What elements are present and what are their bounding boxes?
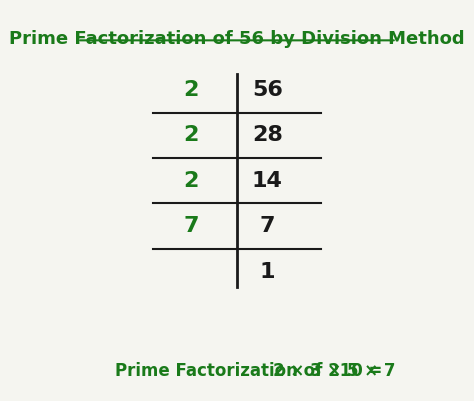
Text: Prime Factorization of 56 by Division Method: Prime Factorization of 56 by Division Me… bbox=[9, 30, 465, 49]
Text: 2: 2 bbox=[184, 171, 199, 191]
Text: 2 × 3 × 5 × 7: 2 × 3 × 5 × 7 bbox=[273, 362, 396, 379]
Text: 7: 7 bbox=[183, 216, 199, 236]
Text: 1: 1 bbox=[260, 262, 275, 282]
Text: 56: 56 bbox=[252, 80, 283, 100]
Text: 14: 14 bbox=[252, 171, 283, 191]
Text: 28: 28 bbox=[252, 125, 283, 145]
Text: 2: 2 bbox=[184, 80, 199, 100]
Text: Prime Factorization of 210 =: Prime Factorization of 210 = bbox=[115, 362, 389, 379]
Text: 2: 2 bbox=[184, 125, 199, 145]
Text: 7: 7 bbox=[260, 216, 275, 236]
